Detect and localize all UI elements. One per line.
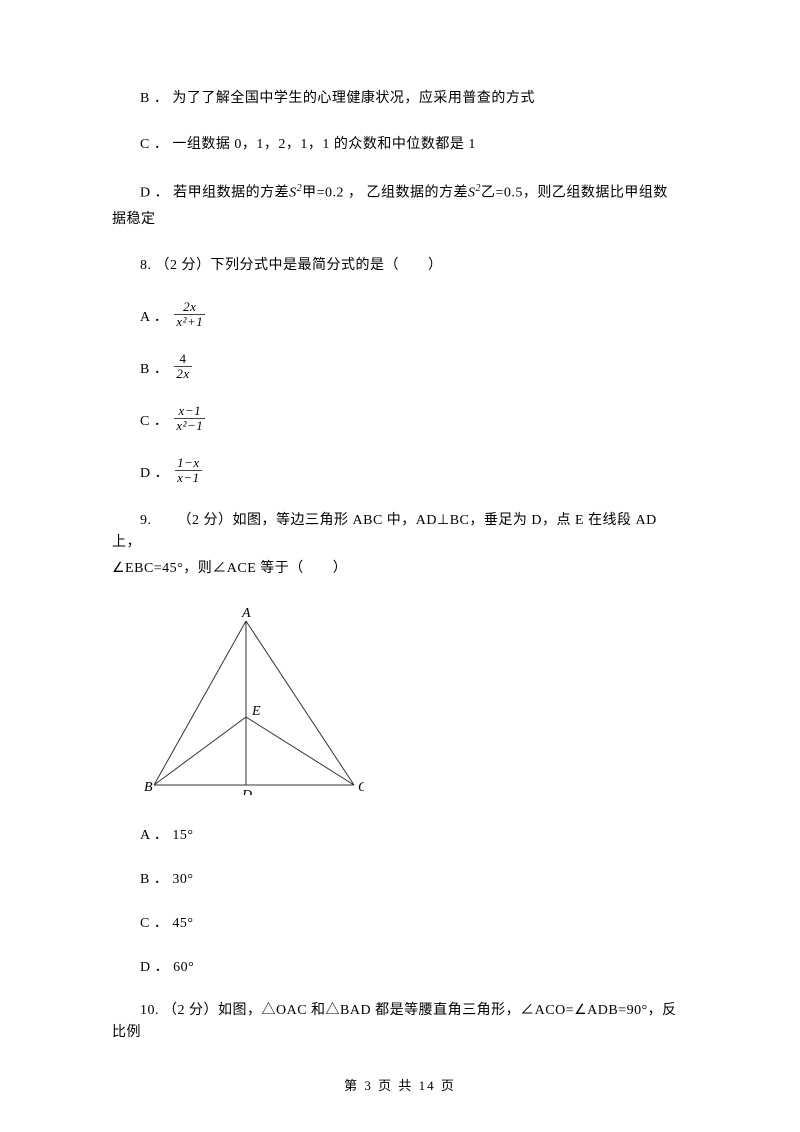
q8-d-label: D ． (140, 462, 169, 482)
q7-d-mid1: 甲=0.2 ， 乙组数据的方差 (302, 185, 468, 200)
q7-d-s2: S (468, 185, 476, 200)
q7-option-b: B ． 为了了解全国中学生的心理健康状况，应采用普查的方式 (112, 88, 688, 110)
q7-d-prefix: D ． 若甲组数据的方差 (140, 185, 289, 200)
svg-text:D: D (241, 788, 252, 795)
q9-stem-line2: ∠EBC=45°，则∠ACE 等于（ ） (112, 558, 688, 580)
q8-a-num: 2x (174, 300, 205, 315)
q8-option-c: C ． x−1 x²−1 (112, 406, 688, 434)
q7-option-d-line2: 据稳定 (112, 209, 688, 231)
q9-option-c: C ． 45° (112, 912, 688, 932)
q8-c-label: C ． (140, 410, 168, 430)
q8-a-label: A ． (140, 306, 168, 326)
q9-option-d: D ． 60° (112, 956, 688, 976)
q7-option-c: C ． 一组数据 0，1，2，1，1 的众数和中位数都是 1 (112, 134, 688, 156)
q8-b-num: 4 (174, 352, 191, 367)
q8-a-fraction: 2x x²+1 (174, 300, 205, 328)
q8-stem: 8. （2 分）下列分式中是最简分式的是（ ） (112, 255, 688, 277)
q8-d-den: x−1 (175, 471, 202, 485)
q7-d-end: 乙=0.5，则乙组数据比甲组数 (481, 185, 668, 200)
q8-option-b: B ． 4 2x (112, 354, 688, 382)
q8-c-num: x−1 (174, 404, 205, 419)
q8-option-d: D ． 1−x x−1 (112, 458, 688, 486)
page-footer: 第 3 页 共 14 页 (0, 1075, 800, 1094)
q9-stem-line1: 9. （2 分）如图，等边三角形 ABC 中，AD⊥BC，垂足为 D，点 E 在… (112, 510, 688, 555)
q9-figure: A B C D E (144, 605, 688, 800)
svg-text:C: C (358, 780, 364, 795)
svg-text:E: E (251, 704, 261, 719)
q8-a-den: x²+1 (174, 315, 205, 329)
q8-b-fraction: 4 2x (174, 352, 191, 380)
q8-c-fraction: x−1 x²−1 (174, 404, 205, 432)
svg-text:A: A (241, 606, 251, 621)
q9-option-a: A ． 15° (112, 824, 688, 844)
q8-option-a: A ． 2x x²+1 (112, 302, 688, 330)
q9-option-b: B ． 30° (112, 868, 688, 888)
q8-c-den: x²−1 (174, 419, 205, 433)
q8-b-den: 2x (174, 367, 191, 381)
q8-b-label: B ． (140, 358, 168, 378)
q8-d-fraction: 1−x x−1 (175, 456, 202, 484)
q7-d-s1: S (289, 185, 297, 200)
q10-stem: 10. （2 分）如图，△OAC 和△BAD 都是等腰直角三角形，∠ACO=∠A… (112, 1000, 688, 1045)
q8-d-num: 1−x (175, 456, 202, 471)
triangle-diagram: A B C D E (144, 605, 364, 795)
q7-option-d-line1: D ． 若甲组数据的方差S2甲=0.2 ， 乙组数据的方差S2乙=0.5，则乙组… (112, 181, 688, 205)
svg-text:B: B (144, 780, 153, 795)
